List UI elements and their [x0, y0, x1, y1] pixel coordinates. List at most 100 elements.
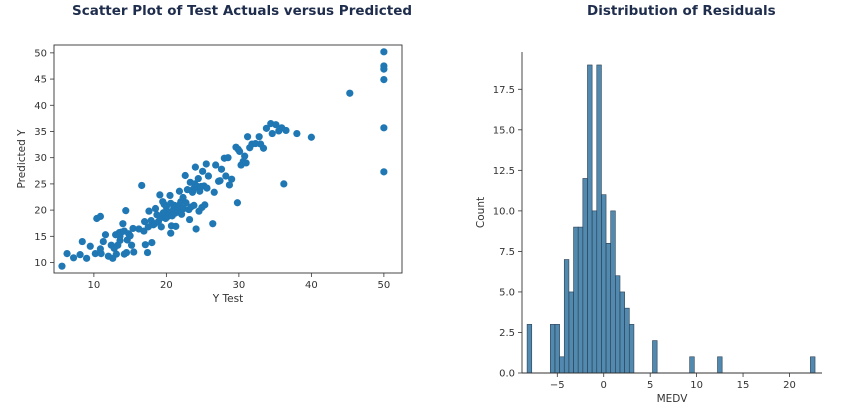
- scatter-point: [201, 201, 209, 209]
- scatter-x-axis-label: Y Test: [212, 293, 243, 305]
- scatter-point: [112, 250, 120, 258]
- histogram-bar: [810, 356, 816, 374]
- histogram-bar: [554, 324, 560, 374]
- scatter-x-tick-label: 50: [378, 280, 391, 291]
- histogram-chart: −5 0 5 10 15 20 0.0 2.5 5.0 7.5 10.0 12.5 15.0 17.5 ME…: [475, 52, 822, 405]
- scatter-point: [380, 124, 388, 132]
- histogram-bar: [610, 210, 616, 374]
- histogram-bar: [563, 259, 570, 374]
- scatter-point: [236, 147, 244, 155]
- scatter-point: [233, 199, 242, 207]
- histogram-bar: [689, 356, 695, 374]
- scatter-point: [216, 177, 224, 185]
- histogram-y-tick-label: 10.0: [493, 206, 515, 217]
- scatter-point: [346, 89, 354, 97]
- histogram-x-tick-label: 10: [690, 380, 703, 391]
- scatter-point: [83, 254, 91, 262]
- scatter-x-tick-label: 20: [160, 280, 173, 291]
- scatter-point: [69, 254, 78, 262]
- scatter-point: [242, 159, 250, 167]
- scatter-point: [182, 199, 190, 207]
- scatter-y-tick-label: 25: [34, 179, 47, 190]
- scatter-point: [191, 163, 199, 171]
- histogram-x-tick-label: 5: [647, 380, 653, 391]
- scatter-point: [380, 65, 388, 73]
- scatter-y-tick-label: 15: [34, 232, 47, 243]
- histogram-bar: [605, 243, 611, 374]
- scatter-point: [119, 220, 127, 228]
- scatter-point: [243, 133, 252, 141]
- scatter-point: [145, 207, 153, 215]
- scatter-y-tick-label: 50: [34, 48, 47, 59]
- scatter-point: [141, 241, 149, 249]
- histogram-x-tick-label: 20: [783, 380, 796, 391]
- histogram-y-tick-label: 15.0: [493, 125, 515, 136]
- histogram-bar: [601, 194, 607, 374]
- scatter-y-tick-label: 30: [34, 153, 47, 164]
- scatter-y-axis-label: Predicted Y: [16, 129, 28, 189]
- histogram-x-tick-label: 15: [737, 380, 750, 391]
- scatter-point: [380, 75, 388, 84]
- histogram-bar: [577, 226, 584, 374]
- scatter-point: [380, 168, 388, 176]
- histogram-bar: [652, 340, 658, 374]
- scatter-point: [179, 193, 187, 202]
- histogram-bar: [596, 64, 602, 374]
- scatter-point: [157, 223, 165, 231]
- scatter-point: [143, 248, 152, 257]
- scatter-point: [241, 152, 249, 160]
- scatter-y-tick-label: 10: [34, 258, 47, 269]
- scatter-point: [122, 248, 131, 257]
- scatter-point: [166, 191, 174, 200]
- scatter-point: [181, 171, 189, 180]
- histogram-bar: [591, 210, 598, 374]
- scatter-point: [199, 167, 207, 175]
- histogram-bar: [619, 291, 625, 374]
- histogram-y-tick-label: 7.5: [499, 247, 515, 258]
- scatter-point: [209, 220, 217, 228]
- scatter-point: [192, 225, 200, 233]
- scatter-x-tick-label: 10: [88, 280, 101, 291]
- scatter-point: [190, 201, 198, 209]
- scatter-point: [76, 251, 84, 259]
- histogram-bar: [582, 178, 588, 374]
- scatter-point: [141, 218, 149, 226]
- histogram-chart-title: Distribution of Residuals: [587, 3, 776, 19]
- scatter-point: [259, 144, 268, 152]
- scatter-point: [91, 250, 99, 258]
- scatter-point: [224, 154, 232, 162]
- scatter-point: [175, 187, 184, 195]
- scatter-point: [307, 133, 315, 141]
- scatter-point: [203, 184, 211, 192]
- histogram-bar: [550, 324, 556, 374]
- scatter-y-tick-label: 40: [34, 101, 47, 112]
- histogram-bar: [628, 324, 635, 374]
- scatter-point: [380, 48, 388, 56]
- scatter-point: [167, 229, 175, 237]
- scatter-point: [127, 241, 136, 249]
- scatter-x-tick-label: 40: [305, 280, 318, 291]
- scatter-point: [63, 250, 71, 258]
- histogram-y-tick-label: 17.5: [493, 85, 515, 96]
- scatter-chart: 10 20 30 40 50 10 15 20 25 30 35 40 45 50 Y Test Predic…: [16, 44, 403, 305]
- scatter-y-tick-label: 45: [34, 75, 47, 86]
- scatter-point: [172, 222, 180, 230]
- scatter-point: [225, 181, 234, 189]
- scatter-point: [97, 250, 105, 258]
- histogram-bar: [587, 64, 593, 374]
- scatter-point: [272, 121, 280, 129]
- histogram-y-tick-label: 12.5: [493, 166, 515, 177]
- scatter-point: [178, 210, 186, 218]
- scatter-point: [222, 172, 230, 180]
- scatter-point: [129, 224, 137, 233]
- scatter-point: [86, 242, 94, 250]
- histogram-y-axis-label: Count: [475, 197, 487, 228]
- histogram-y-tick-label: 0.0: [499, 369, 515, 380]
- histogram-bar: [615, 275, 621, 374]
- histogram-x-tick-label: 0: [601, 380, 607, 391]
- scatter-point: [101, 231, 110, 239]
- scatter-point: [262, 124, 271, 132]
- scatter-point: [148, 239, 156, 247]
- scatter-y-tick-label: 20: [34, 206, 47, 217]
